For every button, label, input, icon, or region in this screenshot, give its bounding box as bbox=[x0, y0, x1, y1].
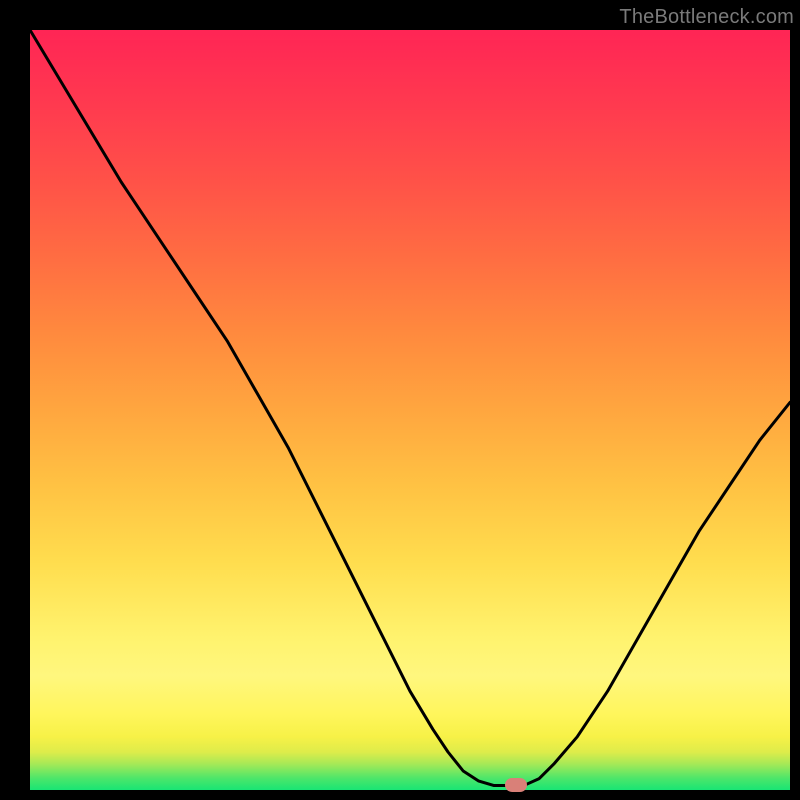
bottleneck-chart bbox=[30, 30, 790, 790]
chart-svg bbox=[30, 30, 790, 790]
min-point-marker bbox=[505, 778, 527, 792]
chart-background bbox=[30, 30, 790, 790]
watermark-text: TheBottleneck.com bbox=[619, 6, 794, 29]
